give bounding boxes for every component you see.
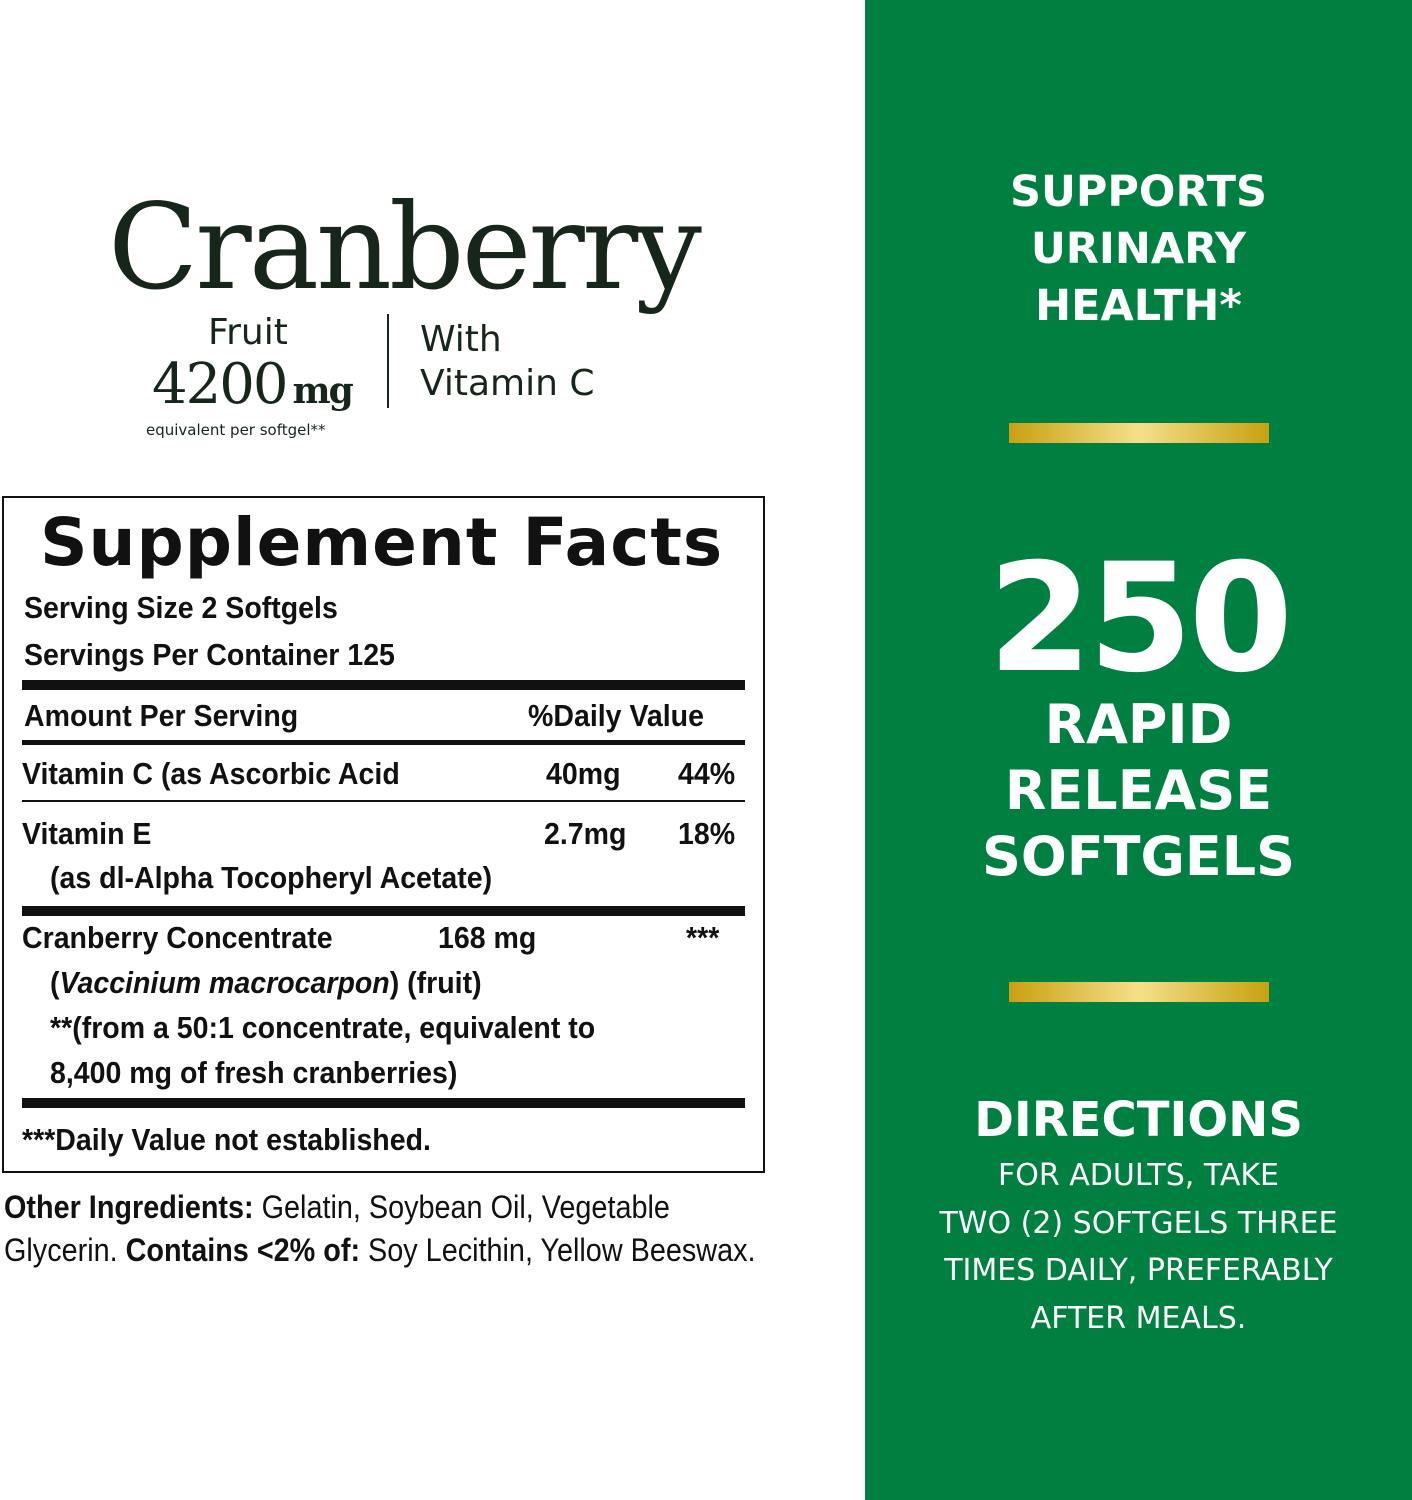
header-dv: %Daily Value xyxy=(528,698,704,733)
nutrient-name: Cranberry Concentrate xyxy=(22,920,333,955)
equivalent-note: equivalent per softgel** xyxy=(146,421,326,439)
gold-divider xyxy=(1009,423,1269,443)
amount-value: 4200 xyxy=(152,352,289,417)
other-ingredients-text: Gelatin, Soybean Oil, Vegetable Glycerin… xyxy=(4,1189,670,1268)
nutrient-dv: *** xyxy=(686,920,720,955)
nutrient-name: Vitamin C (as Ascorbic Acid xyxy=(22,756,400,791)
directions-text: FOR ADULTS, TAKE TWO (2) SOFTGELS THREE … xyxy=(865,1152,1412,1342)
claim-line: HEALTH* xyxy=(1035,281,1242,331)
with-vitamin-c: With Vitamin C xyxy=(420,318,594,406)
directions-line: TWO (2) SOFTGELS THREE xyxy=(939,1205,1338,1241)
serving-size: Serving Size 2 Softgels xyxy=(24,590,338,625)
directions-line: TIMES DAILY, PREFERABLY xyxy=(944,1253,1333,1288)
thick-rule xyxy=(22,906,745,916)
nutrient-name: Vitamin E xyxy=(22,816,152,851)
fruit-label: Fruit xyxy=(208,312,288,353)
gold-divider xyxy=(1009,982,1269,1002)
thin-rule xyxy=(22,800,745,802)
paren: ( xyxy=(50,965,60,1000)
benefits-panel: SUPPORTS URINARY HEALTH* 250 RAPID RELEA… xyxy=(865,0,1412,1500)
nutrient-dv: 18% xyxy=(678,816,736,851)
divider xyxy=(387,314,389,408)
fruit-part: ) (fruit) xyxy=(389,965,482,1000)
thick-rule xyxy=(22,1098,745,1108)
nutrient-source: (as dl-Alpha Tocopheryl Acetate) xyxy=(50,860,493,895)
thick-rule xyxy=(22,680,745,690)
claim: SUPPORTS URINARY HEALTH* xyxy=(865,164,1412,335)
count-line: SOFTGELS xyxy=(981,825,1296,888)
amount-unit: mg xyxy=(292,370,354,412)
nutrient-amount: 168 mg xyxy=(438,920,537,955)
directions-line: FOR ADULTS, TAKE xyxy=(997,1158,1279,1193)
claim-line: URINARY xyxy=(1030,224,1247,274)
latin-name: Vaccinium macrocarpon xyxy=(59,965,390,1000)
nutrient-amount: 40mg xyxy=(546,756,621,791)
contains-text: Soy Lecithin, Yellow Beeswax. xyxy=(360,1232,756,1268)
concentrate-note: 8,400 mg of fresh cranberries) xyxy=(50,1055,458,1090)
nutrient-dv: 44% xyxy=(678,756,736,791)
other-ingredients: Other Ingredients: Gelatin, Soybean Oil,… xyxy=(4,1186,769,1272)
contains-label: Contains <2% of: xyxy=(125,1232,361,1268)
claim-line: SUPPORTS xyxy=(1010,167,1267,217)
directions-title: DIRECTIONS xyxy=(974,1092,1303,1148)
with-line1: With xyxy=(420,319,502,360)
fruit-amount: 4200 mg xyxy=(152,352,354,417)
nutrient-source: (Vaccinium macrocarpon) (fruit) xyxy=(50,965,482,1001)
count-line: RAPID xyxy=(1044,693,1233,756)
with-line2: Vitamin C xyxy=(420,363,595,404)
softgel-count: 250 xyxy=(987,532,1293,706)
other-ingredients-label: Other Ingredients: xyxy=(4,1189,254,1225)
footnote: ***Daily Value not established. xyxy=(22,1122,431,1157)
supplement-facts-panel: Supplement Facts Serving Size 2 Softgels… xyxy=(2,496,765,1173)
directions-line: AFTER MEALS. xyxy=(1030,1300,1247,1336)
medium-rule xyxy=(22,740,745,745)
servings-per-container: Servings Per Container 125 xyxy=(24,637,395,672)
header-amount: Amount Per Serving xyxy=(24,698,299,733)
concentrate-note: **(from a 50:1 concentrate, equivalent t… xyxy=(50,1010,596,1045)
product-name: Cranberry xyxy=(108,178,702,316)
count-description: RAPID RELEASE SOFTGELS xyxy=(865,692,1412,890)
facts-title: Supplement Facts xyxy=(40,504,724,581)
nutrient-amount: 2.7mg xyxy=(544,816,627,851)
count-line: RELEASE xyxy=(1004,759,1273,822)
